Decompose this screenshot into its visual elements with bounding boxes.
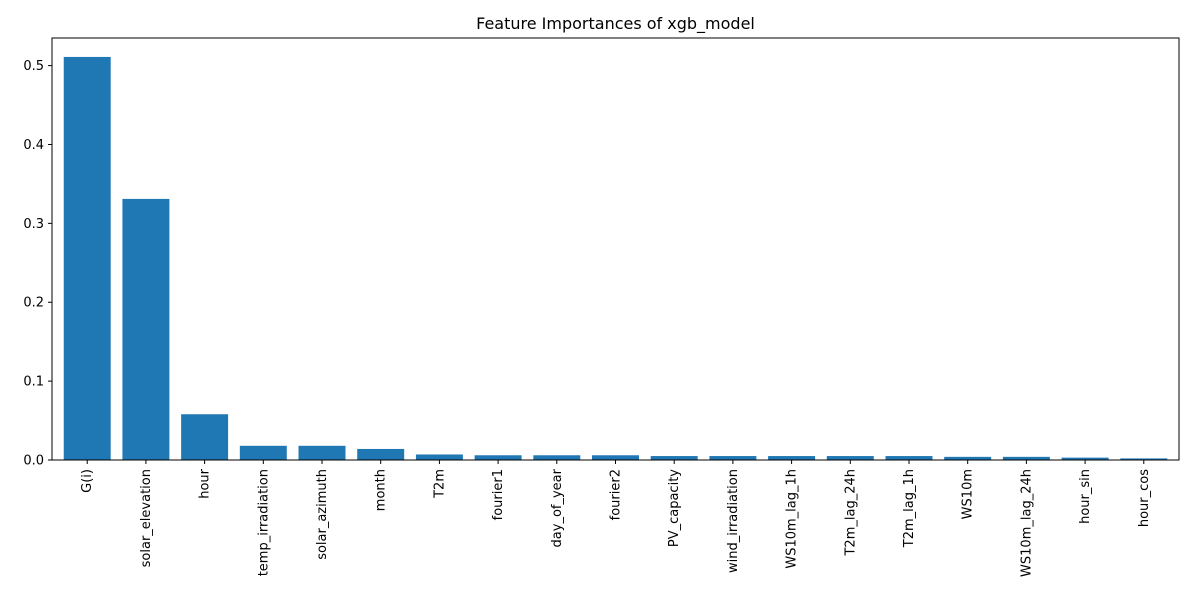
x-tick-label: temp_irradiation [256,469,271,576]
plot-frame [51,37,1180,461]
x-tick-label: solar_elevation [139,469,154,567]
x-tick-label: WS10m [961,469,976,519]
x-tick-label: day_of_year [550,468,565,547]
x-axis: G(i) solar_elevation hour temp_irradiation s… [80,460,1152,577]
bar-G(i) [63,56,111,460]
x-tick-label: T2m_lag_24h [843,469,858,557]
bar-hour_cos [1120,458,1168,460]
bar-wind_irradiation [709,456,757,460]
y-tick-label: 0.2 [23,296,44,311]
bar-solar_elevation [122,198,170,460]
bar-temp_irradiation [239,445,287,460]
chart-title: Feature Importances of xgb_model [476,14,755,34]
y-tick-label: 0.4 [23,138,44,153]
bar-T2m_lag_1h [885,456,933,460]
x-tick-label: T2m [432,469,447,499]
x-tick-label: solar_azimuth [315,469,330,560]
x-tick-label: T2m_lag_1h [902,469,917,548]
bar-solar_azimuth [298,445,346,460]
x-tick-label: PV_capacity [667,469,682,547]
x-tick-label: hour_sin [1078,469,1093,524]
y-tick-label: 0.1 [23,375,44,390]
x-tick-label: WS10m_lag_24h [1019,469,1034,577]
bar-PV_capacity [650,456,698,460]
bar-hour [181,414,229,460]
bar-WS10m [944,456,992,460]
bar-hour_sin [1061,457,1109,460]
y-tick-label: 0.5 [23,59,44,74]
bar-WS10m_lag_1h [768,456,816,460]
x-tick-label: month [374,469,389,511]
x-tick-label: fourier2 [609,469,624,520]
bar-WS10m_lag_24h [1002,456,1050,460]
x-tick-label: WS10m_lag_1h [785,469,800,569]
y-axis: 0.0 0.1 0.2 0.3 0.4 0.5 [23,59,52,469]
bar-T2m [415,454,463,460]
x-tick-label: hour [198,468,213,498]
x-tick-label: hour_cos [1137,469,1152,527]
x-tick-label: G(i) [80,469,95,493]
y-tick-label: 0.3 [23,217,44,232]
bar-fourier2 [592,455,639,460]
bar-T2m_lag_24h [826,456,874,460]
x-tick-label: fourier1 [491,469,506,520]
x-tick-label: wind_irradiation [726,469,741,573]
bar-month [357,448,405,460]
bar-day_of_year [533,455,581,460]
y-tick-label: 0.0 [23,454,44,469]
bars-group [63,56,1168,460]
bar-fourier1 [474,455,522,460]
